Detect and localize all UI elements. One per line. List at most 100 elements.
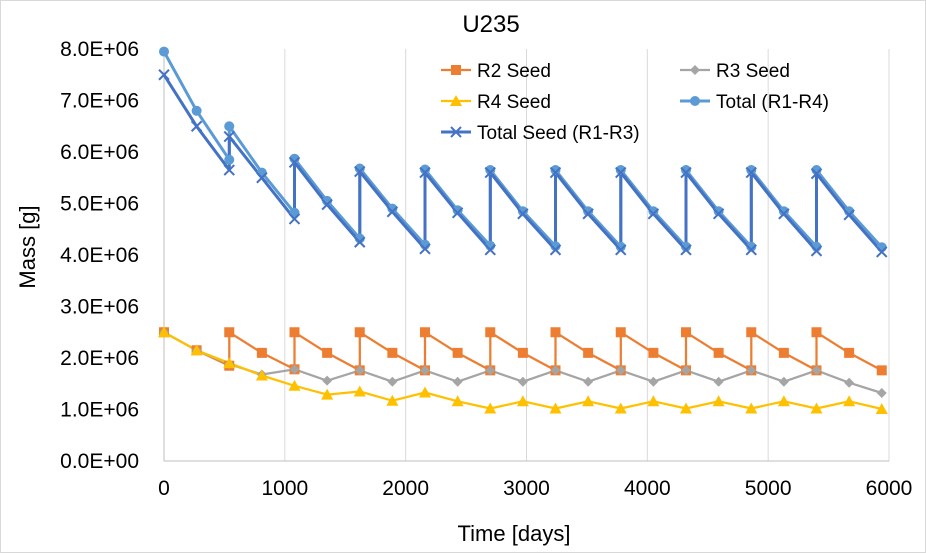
diamond-marker (648, 376, 659, 387)
x-marker (354, 236, 366, 248)
square-marker (224, 327, 235, 338)
legend-label: R3 Seed (716, 61, 790, 82)
square-marker (517, 347, 528, 358)
square-marker (354, 327, 365, 338)
y-tick-label: 8.0E+06 (60, 38, 139, 61)
x-marker (288, 156, 301, 169)
y-tick-label: 0.0E+00 (60, 450, 139, 473)
x-marker (680, 244, 692, 256)
x-marker (256, 172, 268, 184)
diamond-marker (690, 65, 700, 75)
diamond-marker (615, 365, 626, 376)
x-marker (712, 208, 725, 220)
y-tick-label: 3.0E+06 (60, 296, 139, 319)
x-marker (647, 208, 660, 220)
square-marker (256, 347, 267, 358)
square-marker (485, 327, 496, 338)
triangle-marker (712, 395, 725, 407)
x-marker (450, 126, 462, 138)
circle-marker (746, 165, 757, 176)
triangle-marker (255, 369, 268, 381)
x-marker (223, 164, 235, 176)
circle-marker (550, 165, 561, 176)
x-tick-label: 4000 (624, 477, 671, 500)
legend-label: Total (R1-R4) (716, 92, 829, 113)
circle-marker (713, 206, 724, 217)
x-marker (321, 198, 333, 211)
circle-marker (256, 167, 267, 178)
diamond-marker (550, 365, 561, 376)
x-marker (745, 244, 757, 256)
circle-marker (224, 154, 235, 165)
y-tick-label: 1.0E+06 (60, 399, 139, 422)
x-marker (549, 244, 562, 256)
triangle-marker (223, 357, 236, 369)
square-marker (713, 347, 724, 358)
triangle-marker (158, 326, 170, 338)
triangle-marker (647, 395, 660, 407)
square-marker (681, 327, 691, 338)
x-marker (354, 165, 366, 178)
legend-label: R4 Seed (477, 92, 551, 113)
square-marker (648, 347, 659, 358)
square-marker (811, 327, 822, 338)
x-tick-label: 2000 (382, 477, 429, 500)
y-tick-label: 5.0E+06 (60, 193, 139, 216)
x-marker (680, 166, 692, 179)
y-tick-label: 6.0E+06 (60, 141, 139, 164)
circle-marker (746, 241, 757, 252)
triangle-marker (875, 402, 888, 414)
circle-marker (583, 206, 594, 217)
x-marker (778, 208, 790, 220)
diamond-marker (517, 376, 528, 387)
circle-marker (517, 206, 528, 217)
circle-marker (452, 205, 463, 216)
circle-marker (420, 164, 430, 175)
square-marker (844, 347, 855, 358)
triangle-marker (680, 402, 692, 414)
x-marker (843, 209, 855, 221)
circle-marker (681, 165, 691, 176)
triangle-marker (516, 395, 529, 407)
triangle-marker (419, 386, 431, 398)
square-marker (550, 327, 561, 338)
x-marker (615, 244, 627, 256)
y-axis-title: Mass [g] (15, 205, 40, 288)
x-marker (419, 243, 431, 255)
diamond-marker (387, 376, 398, 387)
x-marker (288, 213, 301, 225)
x-marker (484, 244, 496, 256)
diamond-marker (322, 375, 333, 386)
triangle-marker (843, 395, 856, 407)
diamond-marker (452, 376, 463, 387)
x-tick-label: 6000 (866, 477, 913, 500)
square-marker (452, 347, 463, 358)
circle-marker (191, 105, 202, 116)
circle-marker (681, 241, 691, 252)
x-marker (549, 166, 562, 179)
diamond-marker (713, 376, 724, 387)
x-tick-label: 1000 (261, 477, 308, 500)
y-tick-label: 7.0E+06 (60, 90, 139, 113)
triangle-marker (810, 402, 823, 414)
diamond-marker (811, 365, 822, 376)
diamond-marker (876, 388, 887, 399)
x-marker (517, 208, 529, 220)
square-marker (876, 365, 887, 376)
square-marker (778, 347, 789, 358)
circle-marker (615, 241, 626, 252)
chart-title: U235 (462, 11, 519, 38)
diamond-marker (778, 376, 789, 387)
x-marker (615, 166, 627, 179)
triangle-marker (614, 402, 627, 414)
triangle-marker (190, 344, 203, 356)
triangle-marker (745, 402, 758, 414)
x-marker (582, 208, 594, 220)
triangle-marker (450, 95, 462, 106)
x-marker (745, 166, 757, 179)
triangle-marker (386, 394, 399, 406)
circle-marker (159, 46, 169, 57)
diamond-marker (485, 365, 496, 376)
circle-marker (224, 121, 235, 132)
